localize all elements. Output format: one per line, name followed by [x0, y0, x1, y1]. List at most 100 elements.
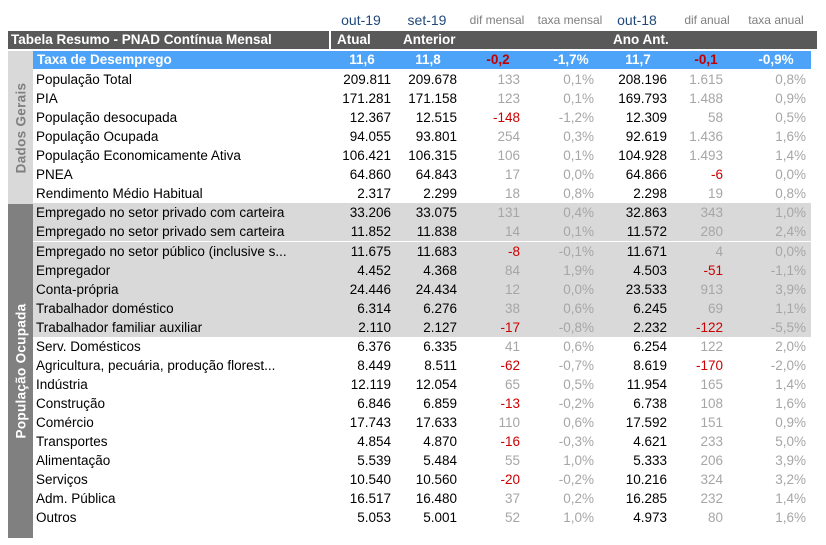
table-row: Serviços 10.540 10.560 -20 -0,2% 10.216 324 3,2…: [33, 470, 811, 489]
cell-ano-ant: 12.309: [625, 110, 667, 126]
cell-taxa-mensal: 1,9%: [563, 262, 594, 278]
cell-anterior: 209.678: [408, 72, 457, 87]
cell-taxa-anual: 3,9%: [775, 281, 806, 297]
cell-taxa-mensal: 1,0%: [563, 453, 594, 468]
row-label: População Ocupada: [36, 129, 159, 145]
taxa-dif-anual: -0,1: [694, 52, 718, 67]
period-dif-anual: dif anual: [684, 13, 730, 27]
taxa-dif-mensal: -0,2: [486, 52, 510, 67]
cell-dif-mensal: 65: [504, 376, 520, 392]
cell-dif-mensal: -16: [500, 433, 520, 449]
cell-atual: 64.860: [349, 167, 391, 183]
cell-dif-mensal: -8: [507, 243, 520, 259]
cell-anterior: 5.001: [423, 510, 457, 526]
col-ano-ant: Ano Ant.: [607, 31, 817, 49]
row-label: Conta-própria: [36, 281, 119, 297]
cell-taxa-mensal: 0,2%: [563, 491, 594, 507]
cell-dif-anual: 69: [707, 300, 723, 316]
cell-anterior: 8.511: [424, 357, 457, 373]
group-populacao-ocupada-label: População Ocupada: [13, 303, 28, 439]
cell-atual: 2.110: [358, 319, 391, 335]
row-label: Transportes: [36, 433, 108, 449]
cell-ano-ant: 2.232: [633, 319, 667, 335]
cell-taxa-anual: 1,4%: [775, 376, 806, 392]
row-label: Comércio: [36, 414, 94, 430]
cell-atual: 24.446: [349, 281, 391, 297]
cell-ano-ant: 10.216: [625, 472, 667, 488]
cell-ano-ant: 4.973: [633, 510, 667, 526]
cell-anterior: 12.054: [415, 376, 457, 392]
cell-anterior: 17.633: [415, 414, 457, 430]
cell-dif-mensal: 106: [497, 148, 520, 164]
cell-taxa-mensal: -0,2%: [558, 472, 594, 488]
table-row: Transportes 4.854 4.870 -16 -0,3% 4.621 233 5,0…: [33, 432, 811, 451]
cell-dif-mensal: 131: [497, 205, 520, 221]
cell-dif-mensal: -17: [500, 319, 520, 335]
cell-dif-anual: 122: [700, 338, 723, 354]
row-label: Trabalhador doméstico: [36, 300, 174, 316]
cell-atual: 12.119: [350, 376, 391, 392]
row-label: Construção: [36, 395, 106, 411]
period-taxa-mensal: taxa mensal: [537, 13, 603, 27]
cell-taxa-anual: 1,1%: [775, 300, 806, 316]
col-anterior: Anterior: [397, 31, 612, 49]
cell-atual: 11.852: [350, 224, 391, 240]
table-row: População Economicamente Ativa 106.421 106…: [33, 146, 811, 165]
cell-dif-anual: 232: [700, 491, 723, 507]
cell-dif-mensal: -62: [500, 357, 520, 373]
cell-atual: 2.317: [357, 186, 391, 202]
cell-ano-ant: 6.254: [633, 338, 667, 354]
cell-taxa-anual: 3,9%: [775, 453, 806, 468]
cell-dif-anual: 1.488: [689, 91, 723, 106]
cell-taxa-anual: -1,1%: [770, 262, 806, 278]
cell-ano-ant: 11.954: [626, 376, 667, 392]
cell-anterior: 33.075: [415, 205, 457, 221]
cell-dif-mensal: 37: [504, 491, 520, 507]
taxa-ano-ant: 11,7: [625, 52, 651, 67]
col-atual: Atual: [331, 31, 399, 49]
cell-atual: 33.206: [349, 205, 391, 221]
cell-dif-mensal: -13: [500, 395, 520, 411]
cell-taxa-anual: 3,2%: [775, 472, 806, 488]
cell-taxa-mensal: 0,1%: [563, 72, 594, 87]
cell-taxa-anual: 2,0%: [775, 338, 806, 354]
cell-taxa-anual: 1,4%: [775, 491, 806, 507]
table-row: População Total 209.811 209.678 133 0,1% 208.…: [33, 70, 811, 89]
group-dados-gerais-label: Dados Gerais: [13, 82, 28, 173]
cell-atual: 209.811: [343, 72, 391, 87]
cell-dif-mensal: 123: [497, 91, 520, 106]
cell-anterior: 171.158: [408, 91, 457, 106]
cell-dif-anual: 165: [700, 376, 723, 392]
cell-ano-ant: 6.245: [633, 300, 667, 316]
table-row: População desocupada 12.367 12.515 -148 -1,2…: [33, 108, 811, 127]
cell-dif-mensal: 38: [504, 300, 520, 316]
cell-anterior: 2.299: [423, 186, 457, 202]
row-label: Indústria: [36, 376, 88, 392]
cell-taxa-mensal: 0,4%: [563, 205, 594, 221]
cell-dif-mensal: 84: [504, 262, 520, 278]
cell-taxa-mensal: 1,0%: [563, 510, 594, 526]
cell-atual: 17.743: [349, 414, 391, 430]
cell-taxa-anual: 0,8%: [775, 72, 806, 87]
cell-dif-anual: -170: [695, 357, 723, 373]
cell-taxa-mensal: 0,0%: [563, 167, 594, 183]
cell-dif-anual: -51: [703, 262, 723, 278]
cell-taxa-anual: 0,5%: [775, 110, 806, 126]
table-row: Adm. Pública 16.517 16.480 37 0,2% 16.285 232 1…: [33, 489, 811, 508]
cell-dif-anual: 206: [700, 453, 723, 468]
cell-anterior: 11.838: [416, 224, 457, 240]
table-row: Comércio 17.743 17.633 110 0,6% 17.592 151 0,9%: [33, 413, 811, 432]
cell-taxa-anual: -2,0%: [770, 357, 806, 373]
cell-ano-ant: 104.928: [618, 148, 667, 164]
row-label: Empregado no setor privado com carteira: [36, 205, 285, 221]
table-row: Alimentação 5.539 5.484 55 1,0% 5.333 206 3,9%: [33, 451, 811, 470]
cell-taxa-anual: 1,6%: [775, 510, 806, 526]
cell-taxa-anual: 0,8%: [775, 186, 806, 202]
row-label: Adm. Pública: [36, 491, 116, 507]
table-row: Empregador 4.452 4.368 84 1,9% 4.503 -51 -1,1%: [33, 260, 811, 280]
row-label: PIA: [36, 91, 58, 106]
cell-atual: 6.376: [357, 338, 391, 354]
cell-taxa-mensal: -0,8%: [558, 319, 594, 335]
cell-dif-mensal: 133: [497, 72, 520, 87]
table-row: Indústria 12.119 12.054 65 0,5% 11.954 165 1,4%: [33, 375, 811, 394]
